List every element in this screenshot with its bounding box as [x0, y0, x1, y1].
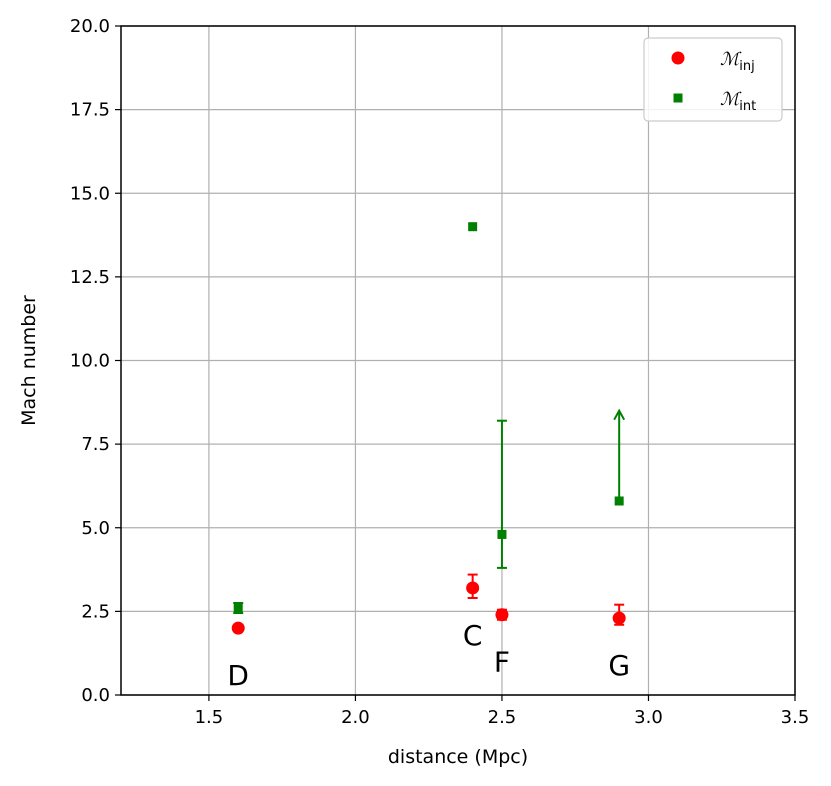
- y-tick-label: 15.0: [70, 183, 110, 204]
- annotation-label: C: [463, 619, 483, 652]
- y-tick-label: 20.0: [70, 16, 110, 37]
- data-point: [468, 222, 477, 231]
- x-tick-label: 3.5: [781, 707, 810, 728]
- annotation-label: G: [608, 649, 630, 682]
- y-tick-label: 12.5: [70, 267, 110, 288]
- y-tick-label: 7.5: [81, 434, 110, 455]
- data-point: [495, 608, 508, 621]
- legend-label-subscript: inj: [739, 59, 754, 74]
- annotations: D CF G: [227, 619, 630, 692]
- y-tick-label: 17.5: [70, 100, 110, 121]
- y-axis-label: Mach number: [18, 295, 40, 426]
- x-axis-label: distance (Mpc): [388, 746, 528, 768]
- x-tick-label: 2.0: [341, 707, 370, 728]
- legend-marker: [672, 52, 685, 65]
- series-layer: [232, 222, 626, 634]
- data-point: [497, 530, 506, 539]
- y-tick-label: 0.0: [81, 685, 110, 706]
- data-point: [466, 581, 479, 594]
- data-point: [234, 604, 243, 613]
- y-tick-label: 2.5: [81, 601, 110, 622]
- axis-ticks: 1.5 2.0 2.5 3.0 3.5 0.0 2.5 5.0 7.5 10.0 12.5 15.0 1…: [70, 16, 809, 728]
- y-tick-label: 10.0: [70, 351, 110, 372]
- x-tick-label: 2.5: [488, 707, 517, 728]
- annotation-label: D: [227, 659, 249, 692]
- grid-lines: [121, 26, 795, 695]
- legend-marker: [674, 94, 683, 103]
- legend-box: [644, 38, 782, 121]
- y-tick-label: 5.0: [81, 518, 110, 539]
- x-tick-label: 3.0: [634, 707, 663, 728]
- legend-label-subscript: int: [739, 99, 756, 114]
- data-point: [232, 622, 245, 635]
- data-point: [613, 612, 626, 625]
- data-point: [615, 496, 624, 505]
- annotation-label: F: [494, 646, 510, 679]
- x-tick-label: 1.5: [195, 707, 224, 728]
